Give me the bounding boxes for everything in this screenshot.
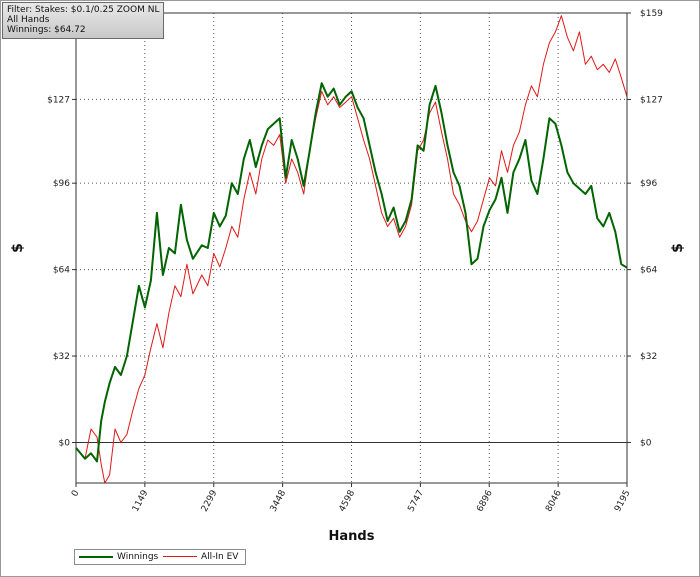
grid: [76, 12, 627, 483]
legend-swatch-winnings: [79, 555, 113, 558]
y-tick-label-left: $127: [47, 95, 70, 105]
y-tick-label-right: $96: [640, 179, 657, 189]
chart-legend: Winnings All-In EV: [74, 549, 246, 565]
legend-item-allin-ev: All-In EV: [163, 551, 238, 563]
filter-info-panel: Filter: Stakes: $0.1/0.25 ZOOM NL All Ha…: [2, 2, 165, 39]
winnings-line: [75, 82, 628, 463]
x-axis-title: Hands: [329, 529, 375, 544]
y-tick-label-right: $32: [640, 352, 657, 362]
legend-label-winnings: Winnings: [117, 552, 159, 562]
x-tick-label: 3448: [269, 488, 289, 513]
x-tick-label: 0: [70, 488, 82, 498]
filter-stakes-text: Filter: Stakes: $0.1/0.25 ZOOM NL: [7, 5, 160, 15]
x-tick-label: 9195: [613, 489, 633, 514]
y-tick-label-right: $0: [640, 438, 652, 448]
legend-label-allin-ev: All-In EV: [201, 552, 239, 562]
y-tick-label-right: $64: [640, 266, 657, 276]
series-lines: [75, 15, 628, 484]
x-tick-label: 6896: [475, 488, 495, 513]
y-axis-title-right: $: [670, 243, 686, 253]
y-tick-label-left: $32: [53, 352, 70, 362]
x-tick-label: 8046: [544, 488, 564, 513]
y-tick-label-left: $0: [59, 438, 71, 448]
legend-item-winnings: Winnings: [79, 551, 158, 563]
tick-labels: 0 1149 2299 3448 4598 5747 6896 8046 9195 $0 $0 $32…: [47, 9, 663, 514]
y-tick-label-left: $64: [53, 266, 70, 276]
legend-swatch-allin-ev: [163, 556, 197, 557]
y-axis-title-left: $: [10, 243, 26, 253]
x-tick-label: 4598: [338, 488, 358, 513]
axes: [72, 12, 631, 487]
x-tick-label: 2299: [200, 488, 220, 513]
y-tick-label-left: $96: [53, 179, 70, 189]
filter-winnings-text: Winnings: $64.72: [7, 25, 86, 35]
y-tick-label-right: $127: [640, 95, 663, 105]
x-tick-label: 5747: [406, 489, 426, 514]
filter-hands-text: All Hands: [7, 15, 50, 25]
y-tick-label-right: $159: [640, 9, 663, 19]
plot-border: [75, 12, 628, 484]
x-tick-label: 1149: [131, 488, 151, 513]
allin-ev-line: [75, 15, 628, 484]
